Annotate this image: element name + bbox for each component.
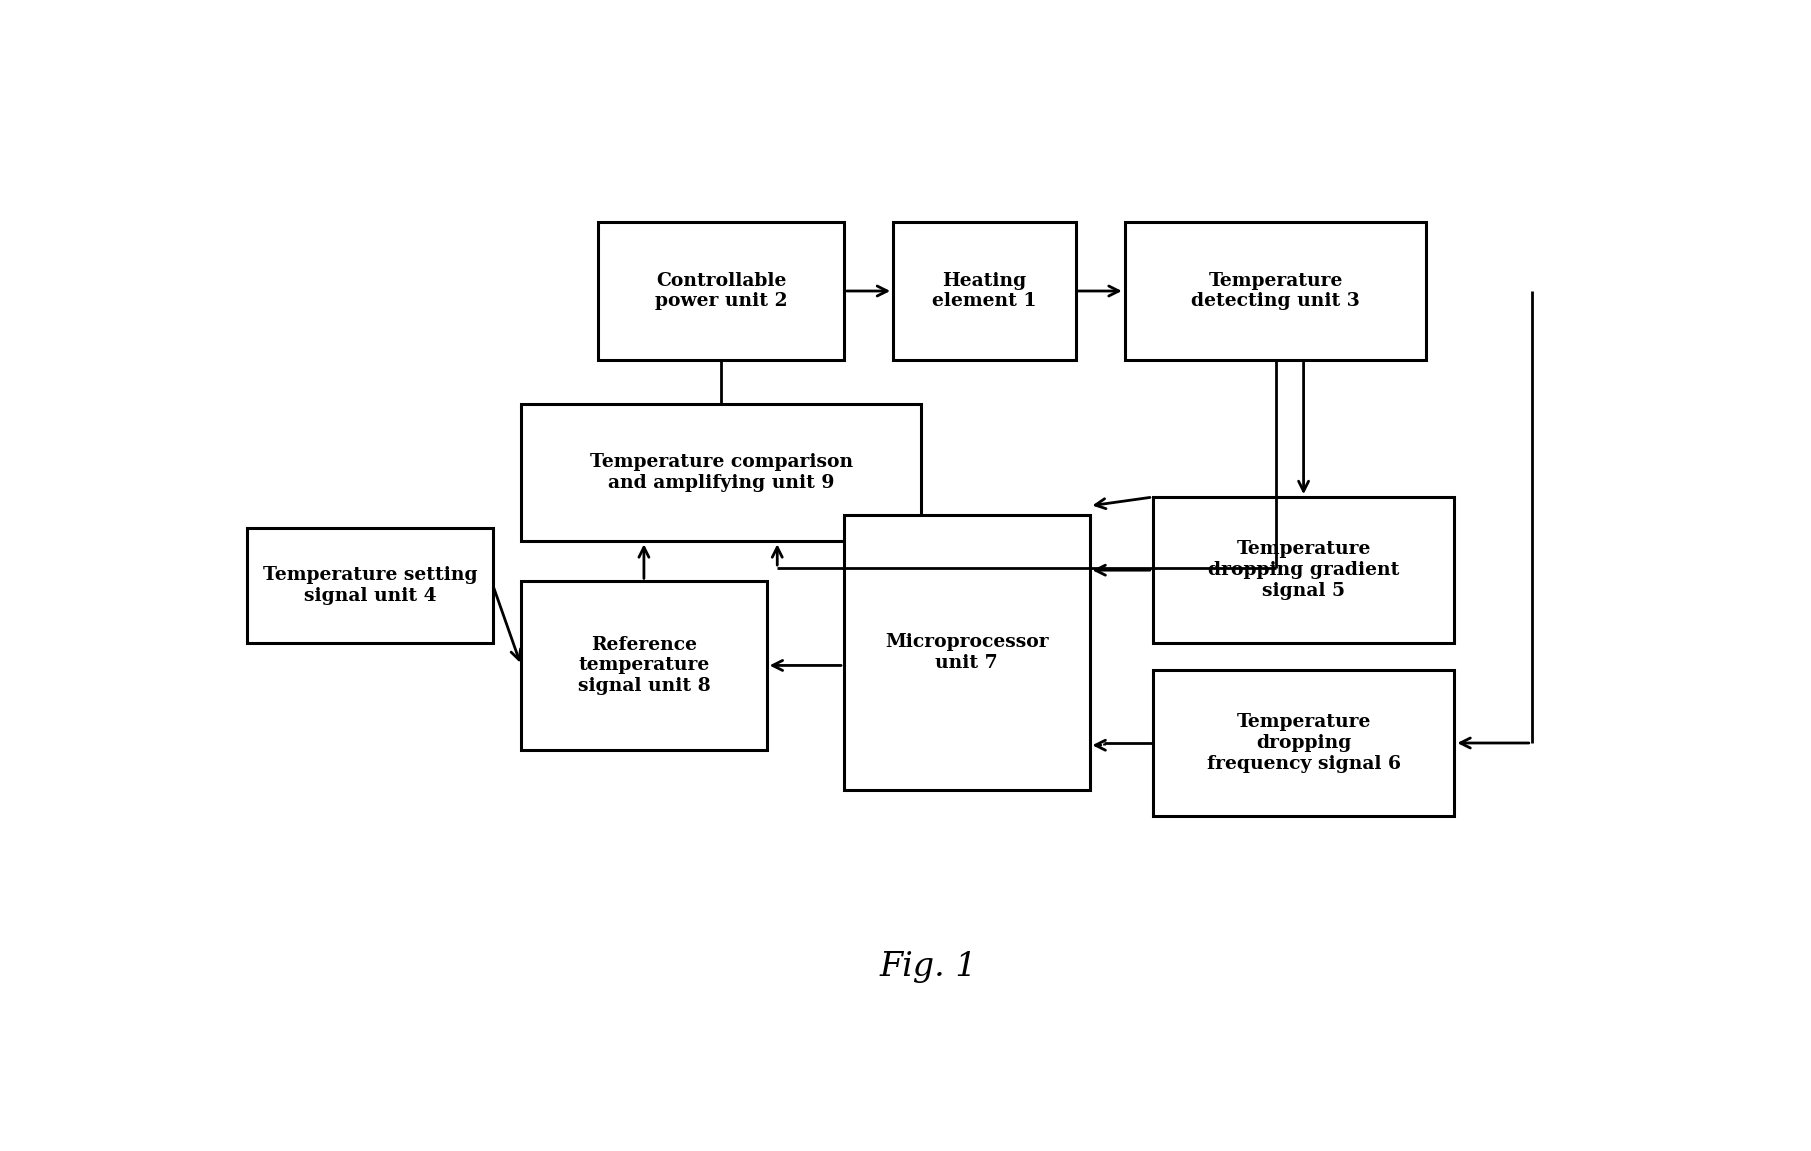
- Text: Heating
element 1: Heating element 1: [933, 272, 1036, 311]
- Text: Microprocessor
unit 7: Microprocessor unit 7: [886, 633, 1049, 671]
- Bar: [1154, 670, 1454, 816]
- Text: Temperature
dropping
frequency signal 6: Temperature dropping frequency signal 6: [1206, 714, 1400, 772]
- Text: Reference
temperature
signal unit 8: Reference temperature signal unit 8: [578, 635, 710, 695]
- Bar: [598, 222, 844, 359]
- Text: Fig. 1: Fig. 1: [880, 951, 976, 983]
- Text: Temperature
detecting unit 3: Temperature detecting unit 3: [1192, 272, 1360, 311]
- Text: Temperature comparison
and amplifying unit 9: Temperature comparison and amplifying un…: [590, 453, 853, 493]
- Text: Controllable
power unit 2: Controllable power unit 2: [656, 272, 788, 311]
- Bar: [248, 528, 493, 643]
- Text: Temperature setting
signal unit 4: Temperature setting signal unit 4: [263, 566, 478, 605]
- Bar: [893, 222, 1076, 359]
- Bar: [844, 514, 1090, 790]
- Bar: [522, 404, 922, 541]
- Text: Temperature
dropping gradient
signal 5: Temperature dropping gradient signal 5: [1208, 540, 1400, 600]
- Bar: [1154, 497, 1454, 643]
- Bar: [1125, 222, 1427, 359]
- Bar: [522, 581, 766, 749]
